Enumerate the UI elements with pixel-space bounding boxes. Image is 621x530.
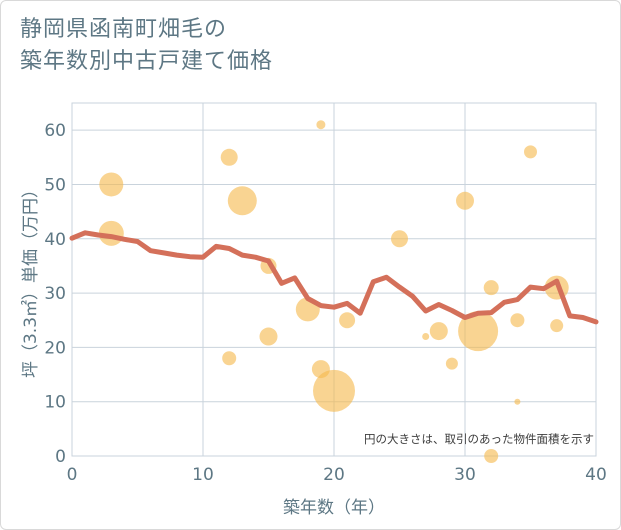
title-line-1: 静岡県函南町畑毛の: [20, 17, 228, 42]
bubble: [422, 333, 430, 341]
bubble: [391, 230, 408, 248]
y-tick-label: 40: [44, 230, 66, 250]
x-axis-label: 築年数（年）: [283, 498, 385, 518]
bubble: [259, 327, 278, 346]
tick-labels: 0 10 20 30 40 50 60 0 10 20 30 40: [44, 121, 606, 485]
x-tick-label: 10: [192, 465, 214, 485]
y-tick-label: 0: [55, 447, 66, 467]
bubble: [222, 351, 237, 366]
bubble: [313, 369, 355, 412]
y-tick-label: 60: [44, 121, 66, 141]
bubble: [99, 172, 124, 197]
bubble: [550, 319, 564, 333]
bubble: [524, 145, 537, 159]
x-tick-label: 20: [323, 465, 345, 485]
bubble: [316, 120, 326, 130]
trend-line: [69, 230, 599, 325]
y-tick-label: 30: [44, 284, 66, 304]
bubble: [458, 311, 499, 352]
x-tick-label: 0: [67, 465, 78, 485]
bubble: [339, 312, 356, 329]
bubble: [483, 280, 499, 296]
page-title: 静岡県函南町畑毛の 築年数別中古戸建て価格: [20, 14, 273, 78]
bubble: [484, 449, 499, 463]
y-axis-label: 坪（3.3㎡）単価（万円）: [21, 181, 41, 378]
trend-line-group: [69, 230, 599, 325]
bubble: [514, 398, 521, 405]
x-tick-label: 40: [585, 465, 607, 485]
y-tick-label: 10: [44, 393, 66, 413]
bubble: [510, 313, 525, 328]
bubble: [445, 357, 458, 370]
bubble: [227, 186, 257, 216]
title-line-2: 築年数別中古戸建て価格: [20, 49, 274, 74]
y-tick-label: 50: [44, 175, 66, 195]
bubble: [429, 322, 448, 341]
size-note: 円の大きさは、取引のあった物件面積を示す: [364, 432, 594, 446]
x-tick-label: 30: [454, 465, 476, 485]
bubble: [220, 148, 238, 166]
y-tick-label: 20: [44, 338, 66, 358]
bubble: [456, 191, 474, 210]
bubbles: [98, 120, 569, 463]
